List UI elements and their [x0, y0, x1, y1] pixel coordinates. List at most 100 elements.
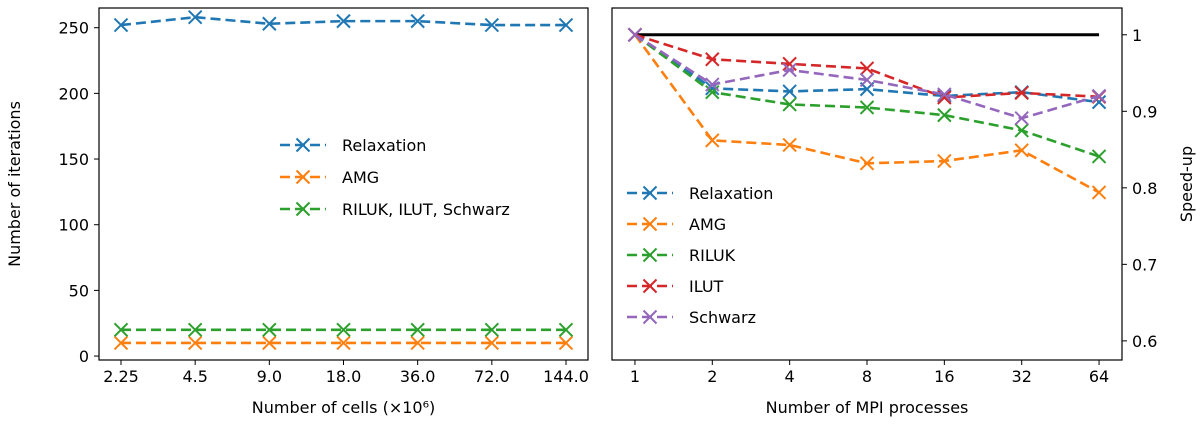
chart2-ytick-label: 0.7	[1132, 255, 1157, 274]
chart2-legend-ilut-marker-b	[642, 278, 658, 294]
chart1-legend-amg-label: AMG	[342, 168, 379, 187]
chart2-legend-relaxation-label: Relaxation	[689, 184, 773, 203]
chart1-xtick-label: 18.0	[326, 367, 362, 386]
chart1-xtick-label: 4.5	[182, 367, 207, 386]
chart2-series-riluk-point-b	[782, 97, 797, 112]
chart2-legend: Relaxation AMG RILUK ILUT Schwarz	[627, 184, 773, 327]
chart2-series-schwarz-point-b	[627, 27, 643, 42]
chart1-series-relaxation	[113, 9, 574, 33]
chart1-series-riluk-ilut-schwarz	[113, 322, 574, 337]
chart2-series-amg-point-b	[1014, 143, 1029, 158]
chart2-ytick-label: 0.8	[1132, 179, 1157, 198]
chart2-series-ilut	[627, 27, 1107, 105]
chart2-xtick-label: 1	[630, 367, 640, 386]
chart2-series-ilut-point-b	[782, 56, 797, 72]
chart1-group: 2.25 4.5 9.0 18.0 36.0 72.0 144.0 0 50 100 150 200 2…	[5, 7, 589, 417]
chart2-series-amg	[627, 27, 1107, 200]
chart1-xtick-label: 36.0	[400, 367, 436, 386]
chart2-series-riluk-point-b	[859, 100, 875, 115]
chart2-series-riluk	[627, 27, 1107, 164]
chart1-series-riluk-ilut-schwarz-point-b	[113, 322, 129, 337]
chart2-series-schwarz-point-b	[782, 62, 797, 78]
chart2-group: 1 2 4 8 16 32 64 0.6 0.7 0.8 0.9 1 Number of MPI pro…	[611, 7, 1196, 417]
chart2-series-schwarz-point-b	[705, 77, 720, 92]
chart1-series-amg-point-b	[262, 335, 277, 351]
chart1-legend-relaxation-label: Relaxation	[342, 136, 426, 155]
chart1-series-amg-point-b	[410, 335, 425, 351]
chart2-series-amg-point-b	[859, 156, 875, 171]
chart1-legend-relaxation-marker-b	[295, 137, 311, 153]
chart2-legend-riluk-label: RILUK	[689, 246, 736, 265]
chart1-series-relaxation-point-b	[558, 17, 574, 33]
chart1-series-riluk-ilut-schwarz-point-b	[410, 322, 425, 337]
chart1-xlabel: Number of cells (×10⁶)	[252, 398, 435, 417]
chart1-series-amg-point-b	[484, 335, 500, 351]
chart1-xtick-label: 72.0	[474, 367, 510, 386]
chart1-xtick-label: 2.25	[103, 367, 139, 386]
chart2-legend-riluk-marker-b	[642, 247, 658, 263]
chart1-legend: Relaxation AMG RILUK, ILUT, Schwarz	[280, 136, 510, 219]
chart1-ytick-label: 200	[58, 84, 89, 103]
chart2-xtick-label: 8	[862, 367, 872, 386]
chart1-series-relaxation-point-b	[187, 9, 203, 25]
chart2-legend-amg-marker-b	[642, 216, 658, 232]
chart2-series-schwarz-point-b	[1091, 88, 1107, 104]
chart1-series-amg	[113, 335, 574, 351]
chart2-series-amg-point-b	[705, 133, 720, 148]
chart1-series-amg-point-b	[336, 335, 351, 351]
chart1-series-riluk-ilut-schwarz-point-b	[262, 322, 277, 337]
chart1-ytick-label: 100	[58, 216, 89, 235]
chart2-series-riluk-point-b	[1014, 123, 1029, 138]
chart2-series-ilut-point-b	[937, 90, 952, 105]
chart1-ytick-label: 0	[79, 347, 89, 366]
chart2-legend-amg-label: AMG	[689, 215, 726, 234]
chart1-series-riluk-ilut-schwarz-point-b	[558, 322, 574, 337]
chart2-series-schwarz-point-b	[937, 87, 952, 102]
chart1-series-amg-point-b	[558, 335, 574, 351]
chart2-xtick-label: 2	[707, 367, 717, 386]
chart2-series-amg-point-b	[782, 137, 797, 153]
chart1-series-amg-point-b	[187, 335, 203, 351]
chart2-series-ilut-point-b	[705, 52, 720, 67]
chart2-series-riluk-point-b	[937, 107, 952, 123]
chart1-legend-riluk-ilut-schwarz-label: RILUK, ILUT, Schwarz	[342, 200, 510, 219]
chart1-series-relaxation-point-b	[410, 13, 425, 29]
chart2-series-relaxation-point-b	[1091, 94, 1107, 110]
chart2-series-schwarz-point-b	[859, 72, 875, 88]
chart2-series-riluk-point-b	[1091, 149, 1107, 164]
chart2-xtick-label: 32	[1012, 367, 1032, 386]
chart2-series-relaxation-point-b	[937, 88, 952, 104]
chart2-series-ilut-point-b	[859, 61, 875, 76]
chart1-ytick-label: 150	[58, 150, 89, 169]
chart2-xtick-label: 4	[785, 367, 795, 386]
chart1-series-riluk-ilut-schwarz-point-b	[187, 322, 203, 337]
chart1-ytick-label: 50	[69, 281, 89, 300]
chart1-ylabel: Number of iterations	[5, 101, 24, 267]
chart2-series-amg-point-b	[937, 153, 952, 169]
chart2-legend-schwarz-marker-b	[642, 309, 658, 325]
chart2-xlabel: Number of MPI processes	[766, 398, 969, 417]
chart2-legend-schwarz-label: Schwarz	[689, 308, 756, 327]
chart2-legend-relaxation-marker-b	[642, 185, 658, 201]
chart2-series-relaxation-point-b	[782, 84, 797, 99]
chart1-series-riluk-ilut-schwarz-point-b	[484, 322, 500, 337]
chart2-xtick-label: 64	[1089, 367, 1109, 386]
chart2-series-schwarz-point-b	[1014, 110, 1029, 126]
chart1-series-amg-point-b	[113, 335, 129, 351]
chart1-legend-amg-marker-b	[295, 169, 311, 185]
chart2-ylabel: Speed-up	[1177, 146, 1196, 222]
chart2-series-amg-line	[633, 34, 1100, 194]
chart2-ytick-label: 1	[1132, 26, 1142, 45]
chart1-series-relaxation-point-b	[336, 13, 351, 29]
chart1-legend-riluk-ilut-schwarz-marker-b	[295, 201, 311, 217]
chart1-series-riluk-ilut-schwarz-point-b	[336, 322, 351, 337]
chart1-series-relaxation-point-b	[262, 16, 277, 31]
chart1-series-relaxation-point-b	[484, 17, 500, 33]
chart2-legend-ilut-label: ILUT	[689, 277, 724, 296]
chart2-xtick-label: 16	[934, 367, 954, 386]
chart2-series-schwarz-line	[634, 33, 1100, 120]
chart2-series-riluk-line	[634, 33, 1100, 158]
chart2-ytick-label: 0.6	[1132, 332, 1157, 351]
